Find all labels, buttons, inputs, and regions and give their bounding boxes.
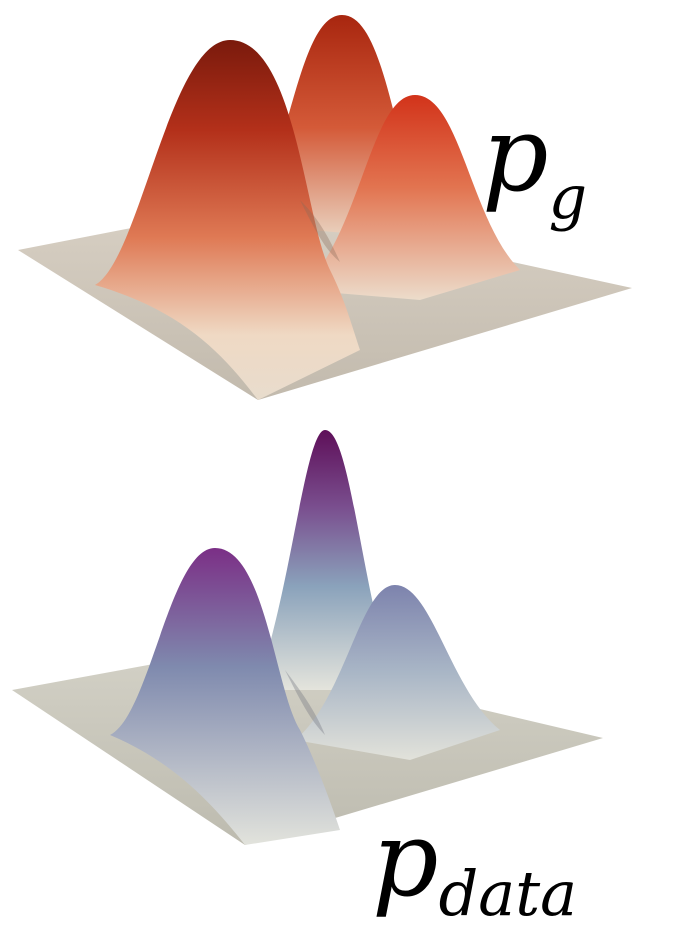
data-peak-back xyxy=(255,430,395,690)
generated-valley-shadow xyxy=(300,200,340,262)
generated-distribution-surface xyxy=(18,15,632,400)
data-distribution-surface xyxy=(12,430,603,845)
generated-label-subscript: g xyxy=(549,163,587,233)
generated-label-base: p xyxy=(482,93,549,215)
data-peak-right xyxy=(295,585,500,760)
data-label-base: p xyxy=(372,798,439,920)
data-peak-left xyxy=(110,548,340,845)
data-valley-shadow xyxy=(285,670,325,735)
generated-distribution-label: pg xyxy=(482,93,587,233)
data-label-subscript: data xyxy=(439,857,578,930)
svg-text:pg: pg xyxy=(482,93,587,233)
generated-peak-right xyxy=(300,95,520,300)
generated-peak-left xyxy=(95,40,360,400)
data-distribution-label: pdata xyxy=(372,798,577,930)
svg-text:pdata: pdata xyxy=(372,798,577,930)
